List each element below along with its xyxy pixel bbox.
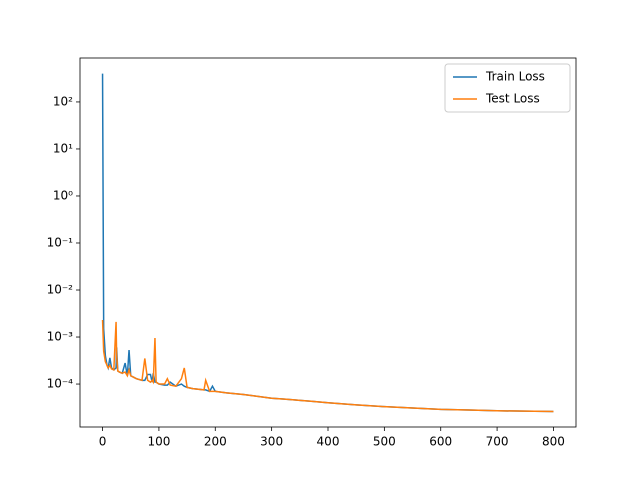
x-tick-label: 800: [542, 435, 565, 449]
x-tick-label: 700: [486, 435, 509, 449]
x-tick-label: 200: [204, 435, 227, 449]
y-tick-label: 10¹: [53, 141, 73, 155]
y-tick-label: 10⁻¹: [47, 235, 74, 249]
legend-label: Train Loss: [485, 70, 545, 84]
y-tick-label: 10⁻⁴: [47, 377, 74, 391]
legend-label: Test Loss: [485, 92, 540, 106]
x-tick-label: 600: [429, 435, 452, 449]
loss-line: [101, 73, 554, 413]
y-tick-label: 10⁻³: [47, 330, 74, 344]
y-tick-label: 10⁰: [53, 188, 73, 202]
y-tick-label: 10²: [53, 94, 73, 108]
x-tick-label: 300: [260, 435, 283, 449]
x-tick-label: 500: [373, 435, 396, 449]
legend-box: [444, 63, 571, 113]
loss-line: [101, 319, 554, 413]
y-tick-label: 10⁻²: [47, 283, 74, 297]
x-tick-label: 100: [147, 435, 170, 449]
x-tick-label: 400: [317, 435, 340, 449]
x-tick-label: 0: [99, 435, 107, 449]
